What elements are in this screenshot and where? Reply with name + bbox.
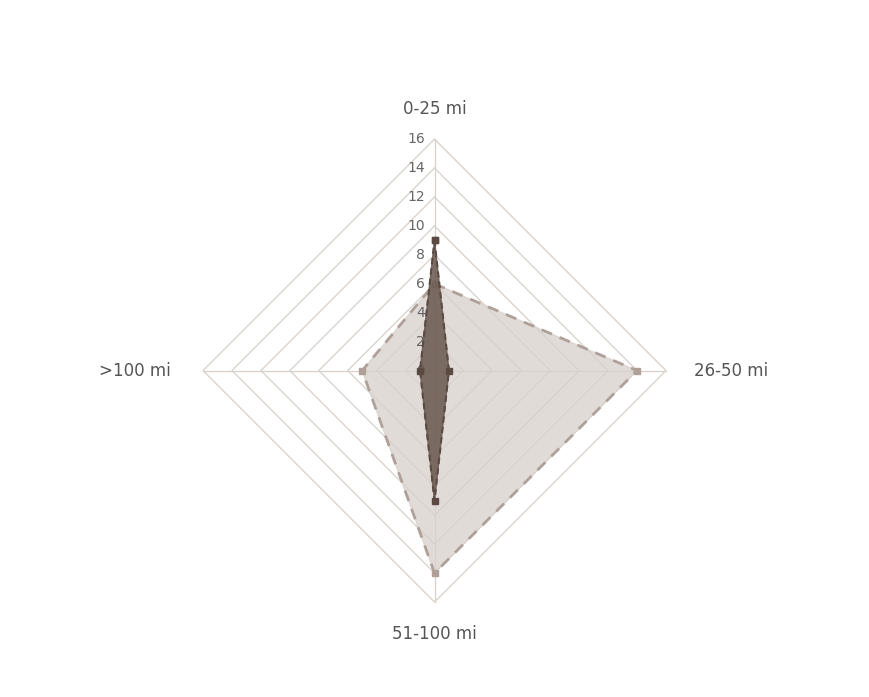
Text: 6: 6 [416, 277, 425, 291]
Text: 26-50 mi: 26-50 mi [693, 362, 768, 380]
Text: >100 mi: >100 mi [99, 362, 170, 380]
Text: 16: 16 [408, 132, 425, 146]
Text: 8: 8 [416, 248, 425, 262]
Text: 0-25 mi: 0-25 mi [402, 100, 467, 118]
Text: 0: 0 [416, 364, 425, 378]
Text: 4: 4 [416, 306, 425, 320]
Text: 2: 2 [416, 335, 425, 348]
Text: 14: 14 [408, 161, 425, 175]
Polygon shape [362, 284, 637, 573]
Text: 10: 10 [408, 219, 425, 233]
Text: 12: 12 [408, 190, 425, 204]
Polygon shape [420, 240, 449, 500]
Text: 51-100 mi: 51-100 mi [392, 625, 477, 643]
